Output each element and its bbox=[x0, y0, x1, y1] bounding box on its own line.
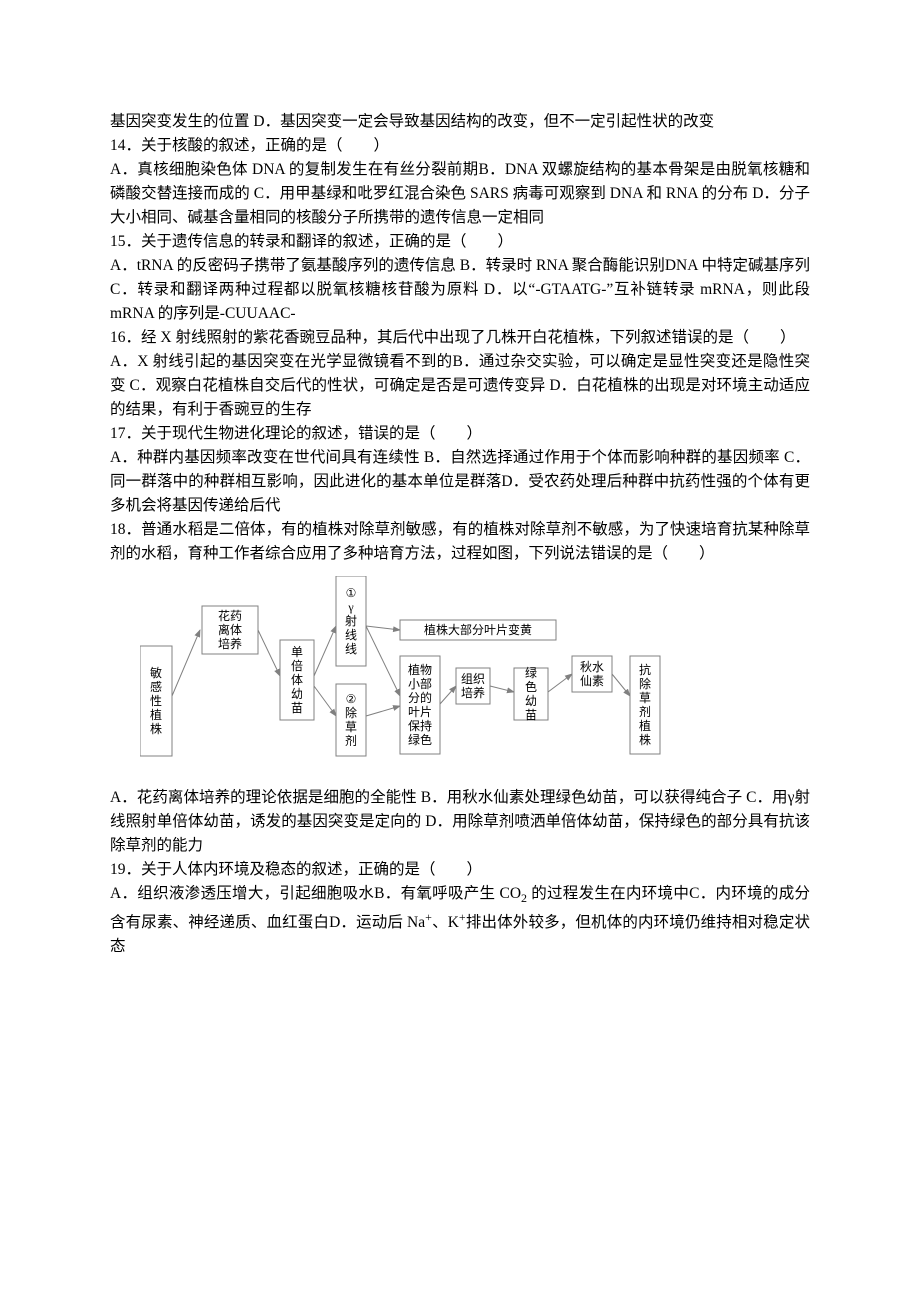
q16-options: A．X 射线引起的基因突变在光学显微镜看不到的B．通过杂交实验，可以确定是显性突… bbox=[110, 350, 810, 422]
svg-text:植株大部分叶片变黄: 植株大部分叶片变黄 bbox=[424, 622, 532, 637]
svg-text:剂: 剂 bbox=[639, 704, 651, 719]
svg-text:敏: 敏 bbox=[150, 665, 162, 680]
svg-text:组织: 组织 bbox=[461, 672, 485, 686]
svg-text:色: 色 bbox=[525, 680, 537, 694]
q19-stem: 19．关于人体内环境及稳态的叙述，正确的是（ ） bbox=[110, 858, 810, 882]
svg-text:射: 射 bbox=[345, 613, 357, 628]
svg-text:剂: 剂 bbox=[345, 733, 357, 748]
svg-text:培养: 培养 bbox=[218, 636, 242, 651]
svg-text:线: 线 bbox=[345, 628, 357, 642]
svg-text:仙素: 仙素 bbox=[580, 674, 604, 688]
svg-text:离体: 离体 bbox=[218, 622, 242, 637]
q19-options: A．组织液渗透压增大，引起细胞吸水B．有氧呼吸产生 CO2 的过程发生在内环境中… bbox=[110, 882, 810, 959]
q19-text-a: A．组织液渗透压增大，引起细胞吸水B．有氧呼吸产生 CO bbox=[110, 885, 521, 902]
svg-text:草: 草 bbox=[639, 691, 651, 705]
svg-text:植: 植 bbox=[639, 718, 651, 733]
svg-text:幼: 幼 bbox=[525, 694, 537, 708]
svg-text:抗: 抗 bbox=[639, 662, 651, 677]
q18-stem: 18．普通水稻是二倍体，有的植株对除草剂敏感，有的植株对除草剂不敏感，为了快速培… bbox=[110, 518, 810, 566]
svg-text:幼: 幼 bbox=[291, 687, 303, 701]
svg-text:小部: 小部 bbox=[408, 676, 432, 691]
k-plus: + bbox=[459, 910, 466, 924]
svg-text:秋水: 秋水 bbox=[580, 660, 604, 674]
svg-text:性: 性 bbox=[150, 694, 162, 708]
q14-options: A．真核细胞染色体 DNA 的复制发生在有丝分裂前期B．DNA 双螺旋结构的基本… bbox=[110, 158, 810, 230]
svg-text:绿色: 绿色 bbox=[408, 732, 432, 747]
q15-options: A．tRNA 的反密码子携带了氨基酸序列的遗传信息 B．转录时 RNA 聚合酶能… bbox=[110, 254, 810, 326]
svg-text:苗: 苗 bbox=[525, 708, 537, 722]
svg-text:培养: 培养 bbox=[461, 685, 485, 700]
svg-text:①: ① bbox=[346, 586, 357, 600]
svg-text:除: 除 bbox=[345, 705, 357, 720]
q13-continuation: 基因突变发生的位置 D．基因突变一定会导致基因结构的改变，但不一定引起性状的改变 bbox=[110, 110, 810, 134]
svg-text:单: 单 bbox=[291, 645, 303, 659]
svg-text:植物: 植物 bbox=[408, 662, 432, 677]
q16-stem: 16．经 X 射线照射的紫花香豌豆品种，其后代中出现了几株开白花植株，下列叙述错… bbox=[110, 326, 810, 350]
svg-text:株: 株 bbox=[639, 732, 651, 747]
q18-flowchart: 敏感性植株花药离体培养单倍体幼苗①γ射线线②除草剂植株大部分叶片变黄植物小部分的… bbox=[140, 576, 810, 776]
svg-text:草: 草 bbox=[345, 720, 357, 734]
q19-text-b2: 、K bbox=[432, 914, 459, 931]
svg-text:叶片: 叶片 bbox=[408, 705, 432, 719]
svg-text:感: 感 bbox=[150, 679, 162, 694]
svg-text:线: 线 bbox=[345, 642, 357, 656]
svg-text:保持: 保持 bbox=[408, 718, 432, 733]
svg-text:绿: 绿 bbox=[525, 665, 537, 680]
q17-options: A．种群内基因频率改变在世代间具有连续性 B．自然选择通过作用于个体而影响种群的… bbox=[110, 446, 810, 518]
svg-text:倍: 倍 bbox=[291, 658, 303, 673]
svg-text:除: 除 bbox=[639, 676, 651, 691]
svg-text:体: 体 bbox=[291, 673, 303, 687]
q18-options: A．花药离体培养的理论依据是细胞的全能性 B．用秋水仙素处理绿色幼苗，可以获得纯… bbox=[110, 786, 810, 858]
svg-text:花药: 花药 bbox=[218, 608, 242, 623]
q17-stem: 17．关于现代生物进化理论的叙述，错误的是（ ） bbox=[110, 422, 810, 446]
svg-text:苗: 苗 bbox=[291, 701, 303, 715]
svg-text:植: 植 bbox=[150, 707, 162, 722]
svg-text:株: 株 bbox=[150, 721, 162, 736]
svg-text:γ: γ bbox=[347, 600, 354, 614]
na-plus: + bbox=[425, 910, 432, 924]
svg-text:②: ② bbox=[346, 692, 357, 706]
svg-text:分的: 分的 bbox=[408, 690, 432, 705]
q15-stem: 15．关于遗传信息的转录和翻译的叙述，正确的是（ ） bbox=[110, 230, 810, 254]
q14-stem: 14．关于核酸的叙述，正确的是（ ） bbox=[110, 134, 810, 158]
